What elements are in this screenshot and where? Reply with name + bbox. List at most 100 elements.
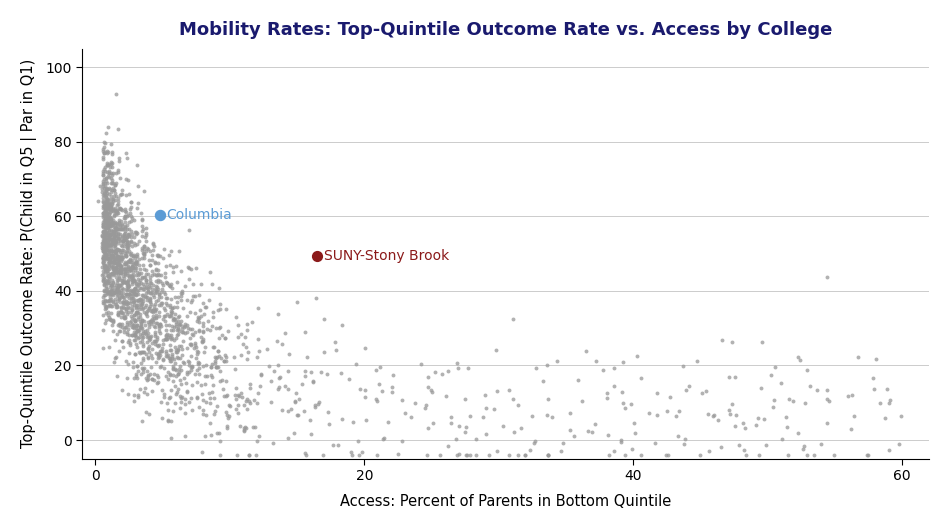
Point (96, 291, 111, 299)
Point (95, 208, 110, 217)
Point (109, 272, 124, 281)
Point (141, 354, 156, 362)
Point (251, 431, 266, 440)
Point (115, 236, 130, 244)
Point (171, 341, 186, 350)
Point (210, 402, 225, 410)
Point (110, 193, 125, 202)
Point (104, 269, 120, 278)
Point (142, 298, 157, 307)
Point (139, 310, 154, 318)
Point (136, 355, 151, 364)
Point (97, 182, 112, 190)
Point (120, 328, 135, 336)
Point (108, 179, 124, 187)
Point (128, 229, 143, 238)
Point (127, 241, 142, 249)
Point (438, 391, 453, 400)
Point (210, 352, 225, 361)
Point (96, 227, 111, 236)
Point (120, 225, 135, 233)
Point (133, 349, 148, 358)
Point (183, 340, 199, 348)
Point (109, 260, 124, 268)
Point (809, 386, 825, 394)
Point (128, 301, 143, 309)
Point (113, 174, 128, 182)
Point (128, 264, 143, 272)
Point (99, 241, 114, 250)
Point (102, 221, 117, 229)
Point (390, 449, 406, 458)
Point (99, 219, 114, 227)
Point (140, 280, 155, 288)
Point (166, 315, 181, 324)
Point (111, 225, 126, 233)
Point (104, 179, 119, 187)
Point (99, 315, 114, 324)
Point (892, 440, 907, 448)
Point (599, 388, 615, 397)
Point (111, 281, 126, 290)
Point (176, 358, 191, 366)
Point (104, 295, 119, 303)
Point (124, 331, 140, 339)
Point (180, 370, 195, 378)
Point (413, 360, 428, 368)
Point (119, 243, 134, 251)
Point (370, 397, 385, 405)
Point (792, 356, 808, 365)
Point (95, 273, 110, 282)
Point (238, 333, 253, 341)
Point (172, 392, 187, 400)
Point (123, 255, 138, 263)
Point (115, 309, 130, 317)
Point (178, 409, 193, 418)
Point (159, 301, 174, 309)
Point (124, 296, 139, 305)
Point (751, 450, 767, 459)
Point (104, 203, 119, 211)
Point (103, 158, 118, 166)
Point (297, 328, 313, 336)
Point (277, 382, 293, 391)
Point (170, 293, 185, 302)
Point (100, 216, 115, 225)
Point (238, 343, 253, 351)
Point (139, 329, 154, 338)
Point (98, 183, 113, 192)
Point (448, 435, 464, 443)
Point (105, 251, 121, 260)
Point (115, 238, 130, 247)
Point (196, 337, 211, 346)
Point (298, 366, 314, 375)
Point (148, 285, 163, 294)
Point (148, 305, 163, 314)
Point (130, 296, 145, 304)
Point (112, 261, 127, 269)
Point (98, 219, 113, 227)
Point (189, 317, 204, 325)
Point (218, 334, 233, 342)
Point (136, 297, 151, 306)
Point (114, 279, 129, 287)
Point (133, 301, 148, 309)
Point (141, 318, 156, 326)
Point (97, 148, 112, 157)
Point (192, 403, 207, 412)
Point (103, 188, 118, 196)
Point (101, 223, 116, 232)
Point (599, 431, 615, 439)
Point (209, 428, 224, 437)
Point (99, 215, 114, 223)
Point (156, 340, 171, 349)
Point (681, 382, 696, 390)
Point (579, 347, 594, 356)
Point (358, 393, 373, 402)
Point (101, 199, 116, 208)
Point (226, 352, 241, 361)
Point (123, 341, 138, 349)
Point (109, 238, 124, 246)
Point (144, 354, 160, 362)
Point (112, 263, 127, 272)
